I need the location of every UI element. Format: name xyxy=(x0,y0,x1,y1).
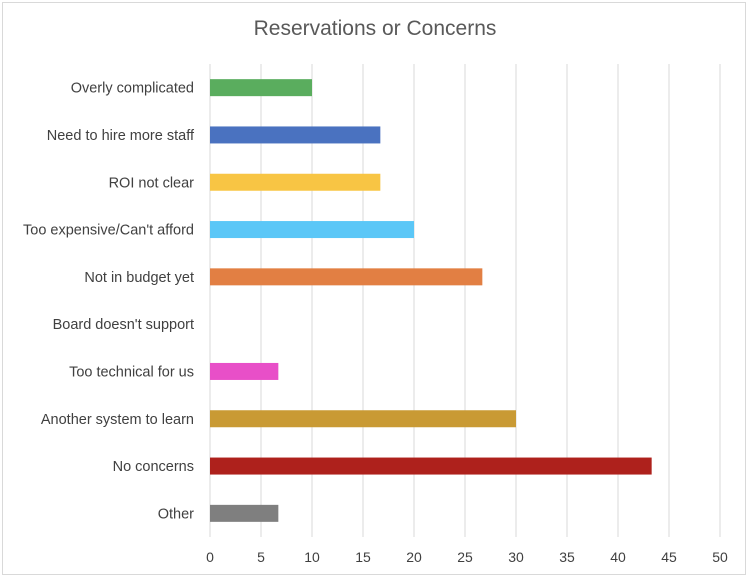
bar xyxy=(210,126,381,144)
x-tick-label: 10 xyxy=(304,549,320,565)
category-label: Other xyxy=(158,506,194,522)
x-tick-label: 25 xyxy=(457,549,473,565)
bar xyxy=(210,504,279,522)
x-tick-label: 5 xyxy=(257,549,265,565)
bar xyxy=(210,457,652,475)
bar xyxy=(210,410,516,428)
category-label: Board doesn't support xyxy=(53,317,194,333)
x-tick-label: 35 xyxy=(559,549,575,565)
x-tick-label: 40 xyxy=(610,549,626,565)
bar xyxy=(210,268,483,286)
category-label: Too technical for us xyxy=(69,364,194,380)
category-label: ROI not clear xyxy=(109,175,195,191)
x-tick-label: 15 xyxy=(355,549,371,565)
category-label: Overly complicated xyxy=(71,81,194,97)
category-label: Not in budget yet xyxy=(84,270,194,286)
bar xyxy=(210,173,381,191)
category-label: Too expensive/Can't afford xyxy=(23,223,194,239)
bar xyxy=(210,79,312,97)
x-tick-label: 30 xyxy=(508,549,524,565)
chart-title: Reservations or Concerns xyxy=(253,17,497,40)
x-tick-label: 45 xyxy=(661,549,677,565)
bar xyxy=(210,221,414,239)
bar xyxy=(210,362,279,380)
category-label: Need to hire more staff xyxy=(47,128,195,144)
x-tick-label: 0 xyxy=(206,549,214,565)
category-label: No concerns xyxy=(113,459,194,475)
x-tick-label: 50 xyxy=(712,549,728,565)
category-label: Another system to learn xyxy=(41,412,194,428)
x-tick-label: 20 xyxy=(406,549,422,565)
